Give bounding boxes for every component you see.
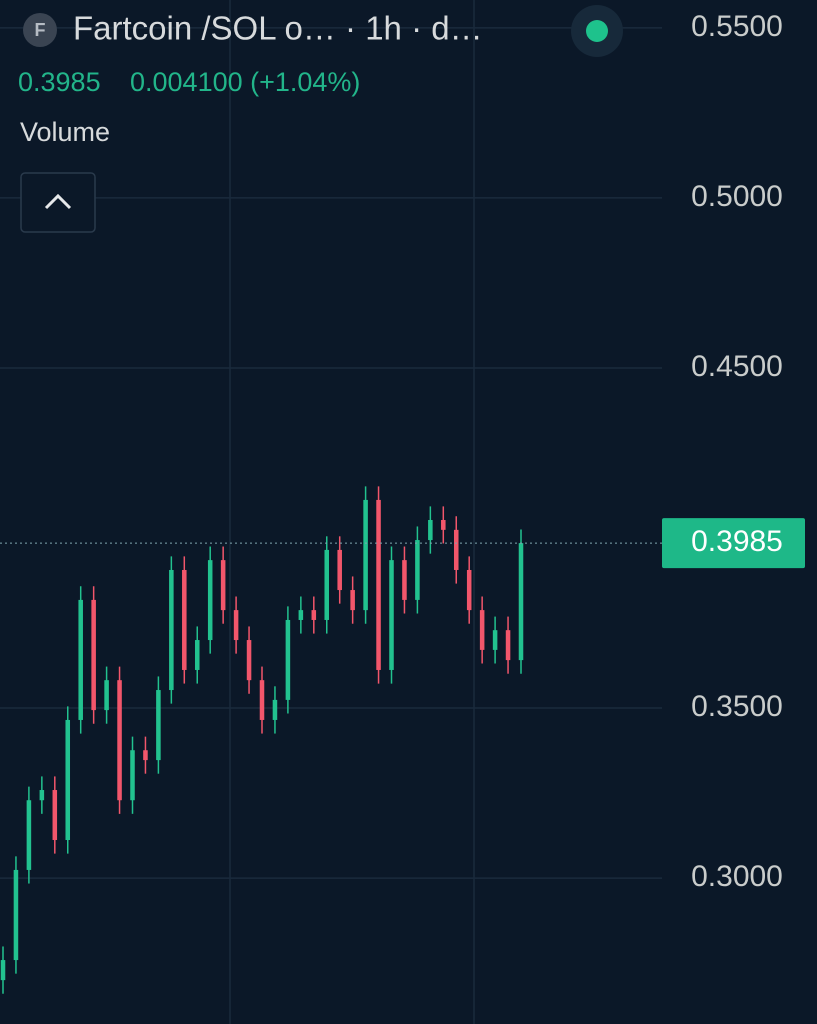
- price-change: 0.004100 (+1.04%): [130, 67, 360, 97]
- candle-body: [337, 549, 342, 591]
- candle-body: [311, 610, 317, 620]
- symbol-icon-letter: F: [35, 20, 46, 40]
- candle-body: [285, 619, 291, 700]
- last-price-tag: [662, 518, 805, 569]
- candle-body: [350, 590, 355, 611]
- candle-body: [363, 499, 368, 611]
- candle-body: [259, 680, 265, 720]
- candle-body: [117, 680, 122, 801]
- candle-body: [246, 640, 252, 681]
- candle-body: [324, 549, 330, 620]
- candle-body: [415, 540, 420, 600]
- candle-body: [78, 599, 83, 720]
- candle-body: [298, 610, 304, 620]
- candle-body: [207, 560, 213, 641]
- symbol-title[interactable]: Fartcoin /SOL o… · 1h · d…: [73, 10, 483, 47]
- candle-body: [169, 569, 174, 691]
- candle-body: [104, 680, 109, 711]
- candle-body: [466, 569, 472, 611]
- candle-body: [428, 519, 433, 541]
- indicator-label[interactable]: Volume: [20, 117, 110, 147]
- collapse-icon: [44, 193, 72, 210]
- collapse-button[interactable]: [20, 172, 96, 233]
- y-tick-label: 0.5000: [691, 180, 783, 213]
- candle-body: [182, 569, 187, 670]
- candle-body: [376, 499, 381, 670]
- candle-body: [389, 560, 394, 670]
- candle-body: [26, 800, 32, 870]
- candle-body: [492, 630, 498, 650]
- candle-body: [143, 750, 148, 761]
- candle-body: [52, 790, 58, 841]
- candle-body: [0, 960, 6, 981]
- candle-body: [13, 869, 19, 961]
- plot: [0, 27, 662, 994]
- candle-body: [220, 560, 226, 611]
- last-price: 0.3985: [18, 67, 101, 97]
- candle-body: [91, 599, 96, 711]
- candle-body: [402, 560, 407, 600]
- y-tick-label: 0.3500: [691, 690, 783, 723]
- candle-body: [233, 610, 239, 641]
- candle-body: [505, 630, 511, 661]
- candle-body: [453, 529, 459, 570]
- symbol-icon: [23, 13, 57, 47]
- candle-body: [194, 640, 200, 670]
- y-tick-label: 0.5500: [691, 10, 783, 43]
- last-price-tag-label: 0.3985: [691, 525, 783, 558]
- candle-body: [39, 790, 45, 801]
- y-tick-label: 0.4500: [691, 350, 783, 383]
- candle-body: [441, 519, 446, 530]
- candle-body: [479, 610, 485, 650]
- y-tick-label: 0.3000: [691, 860, 783, 893]
- candle-body: [65, 719, 71, 841]
- candle-body: [518, 543, 524, 661]
- candle-body: [272, 699, 278, 720]
- status-dot: [586, 20, 608, 42]
- candle-body: [156, 690, 161, 761]
- candle-body: [130, 750, 135, 801]
